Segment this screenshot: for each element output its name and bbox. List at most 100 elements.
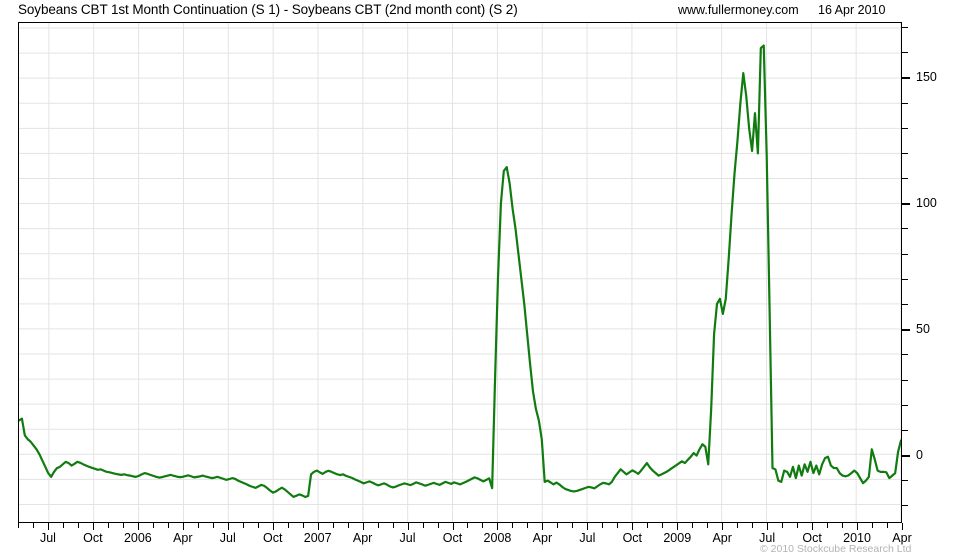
y-tick-mark — [902, 77, 910, 79]
y-tick-mark — [902, 480, 908, 482]
y-tick-mark — [902, 429, 908, 431]
y-tick-mark — [902, 505, 908, 507]
y-tick-mark — [902, 178, 908, 180]
x-tick-mark — [722, 523, 724, 530]
x-tick-mark — [437, 523, 439, 528]
x-tick-label: Apr — [173, 531, 193, 545]
x-tick-mark — [557, 523, 559, 528]
x-tick-mark — [47, 523, 49, 530]
x-tick-mark — [542, 523, 544, 530]
x-tick-mark — [497, 523, 499, 530]
y-tick-mark — [902, 102, 908, 104]
x-tick-mark — [422, 523, 424, 528]
x-tick-mark — [122, 523, 124, 528]
x-tick-mark — [362, 523, 364, 530]
x-tick-label: Jul — [219, 531, 236, 545]
x-tick-mark — [227, 523, 229, 530]
x-tick-label: Apr — [532, 531, 553, 545]
x-tick-label: Oct — [802, 531, 822, 545]
x-tick-label: Jul — [759, 531, 776, 545]
y-tick-mark — [902, 278, 908, 280]
x-tick-mark — [467, 523, 469, 528]
x-tick-mark — [182, 523, 184, 530]
x-tick-mark — [452, 523, 454, 530]
x-tick-mark — [617, 523, 619, 528]
copyright-label: © 2010 Stockcube Research Ltd — [760, 543, 912, 555]
x-tick-mark — [152, 523, 154, 528]
y-axis: 0 50 100 150 — [902, 22, 980, 523]
x-tick-mark — [647, 523, 649, 528]
x-tick-label: Apr — [892, 531, 912, 545]
x-tick-mark — [392, 523, 394, 528]
x-tick-mark — [692, 523, 694, 528]
y-tick-mark — [902, 152, 908, 154]
x-tick-mark — [77, 523, 79, 528]
x-tick-mark — [527, 523, 529, 528]
x-tick-mark — [767, 523, 769, 530]
x-tick-mark — [302, 523, 304, 528]
x-tick-mark — [707, 523, 709, 528]
x-tick-mark — [602, 523, 604, 528]
x-tick-mark — [257, 523, 259, 528]
x-tick-label: 2006 — [123, 531, 152, 545]
x-tick-mark — [407, 523, 409, 530]
x-tick-label: 2009 — [663, 531, 692, 545]
x-axis: Jul Oct 2006 Apr Jul Oct 2007 Apr Jul Oct 2008 Apr J… — [18, 523, 912, 560]
x-tick-label: Jul — [39, 531, 56, 545]
y-tick-label: 0 — [916, 448, 923, 463]
x-tick-label: Apr — [712, 531, 732, 545]
y-tick-mark — [902, 379, 908, 381]
x-tick-mark — [167, 523, 169, 528]
x-tick-mark — [197, 523, 199, 528]
y-tick-mark — [902, 203, 910, 205]
x-tick-mark — [212, 523, 214, 528]
x-tick-mark — [482, 523, 484, 528]
plot-area — [18, 22, 902, 523]
x-tick-label: Oct — [262, 531, 283, 545]
x-tick-label: 2007 — [303, 531, 332, 545]
x-tick-label: Jul — [399, 531, 416, 545]
y-tick-mark — [902, 27, 908, 29]
x-tick-mark — [857, 523, 859, 530]
chart-header: Soybeans CBT 1st Month Continuation (S 1… — [0, 0, 980, 22]
y-tick-mark — [902, 127, 908, 129]
x-tick-mark — [107, 523, 109, 528]
x-tick-label: 2008 — [483, 531, 512, 545]
x-tick-label: Oct — [83, 531, 103, 545]
x-tick-mark — [377, 523, 379, 528]
x-tick-mark — [137, 523, 139, 530]
x-tick-label: Apr — [352, 531, 373, 545]
x-tick-label: 2010 — [843, 531, 871, 545]
x-tick-mark — [62, 523, 64, 528]
x-tick-mark — [587, 523, 589, 530]
x-tick-mark — [737, 523, 739, 528]
y-tick-label: 100 — [916, 196, 937, 211]
x-tick-mark — [18, 523, 19, 528]
y-tick-mark — [902, 404, 908, 406]
x-tick-mark — [512, 523, 514, 528]
x-tick-label: Oct — [622, 531, 643, 545]
y-tick-mark — [902, 303, 908, 305]
y-tick-mark — [902, 329, 910, 331]
x-tick-mark — [662, 523, 664, 528]
x-tick-mark — [287, 523, 289, 528]
x-tick-mark — [812, 523, 814, 530]
x-tick-mark — [632, 523, 634, 530]
x-tick-mark — [677, 523, 679, 530]
y-tick-label: 50 — [916, 322, 930, 337]
y-tick-mark — [902, 52, 908, 54]
x-tick-mark — [332, 523, 334, 528]
chart-date-label: 16 Apr 2010 — [818, 3, 886, 17]
chart-title: Soybeans CBT 1st Month Continuation (S 1… — [18, 2, 518, 17]
x-tick-mark — [872, 523, 874, 528]
chart-gridlines — [19, 23, 901, 522]
x-tick-mark — [317, 523, 319, 530]
x-tick-mark — [887, 523, 889, 528]
y-tick-label: 150 — [916, 70, 937, 85]
y-tick-mark — [902, 354, 908, 356]
x-tick-mark — [32, 523, 34, 528]
x-tick-mark — [347, 523, 349, 528]
x-tick-mark — [842, 523, 844, 528]
